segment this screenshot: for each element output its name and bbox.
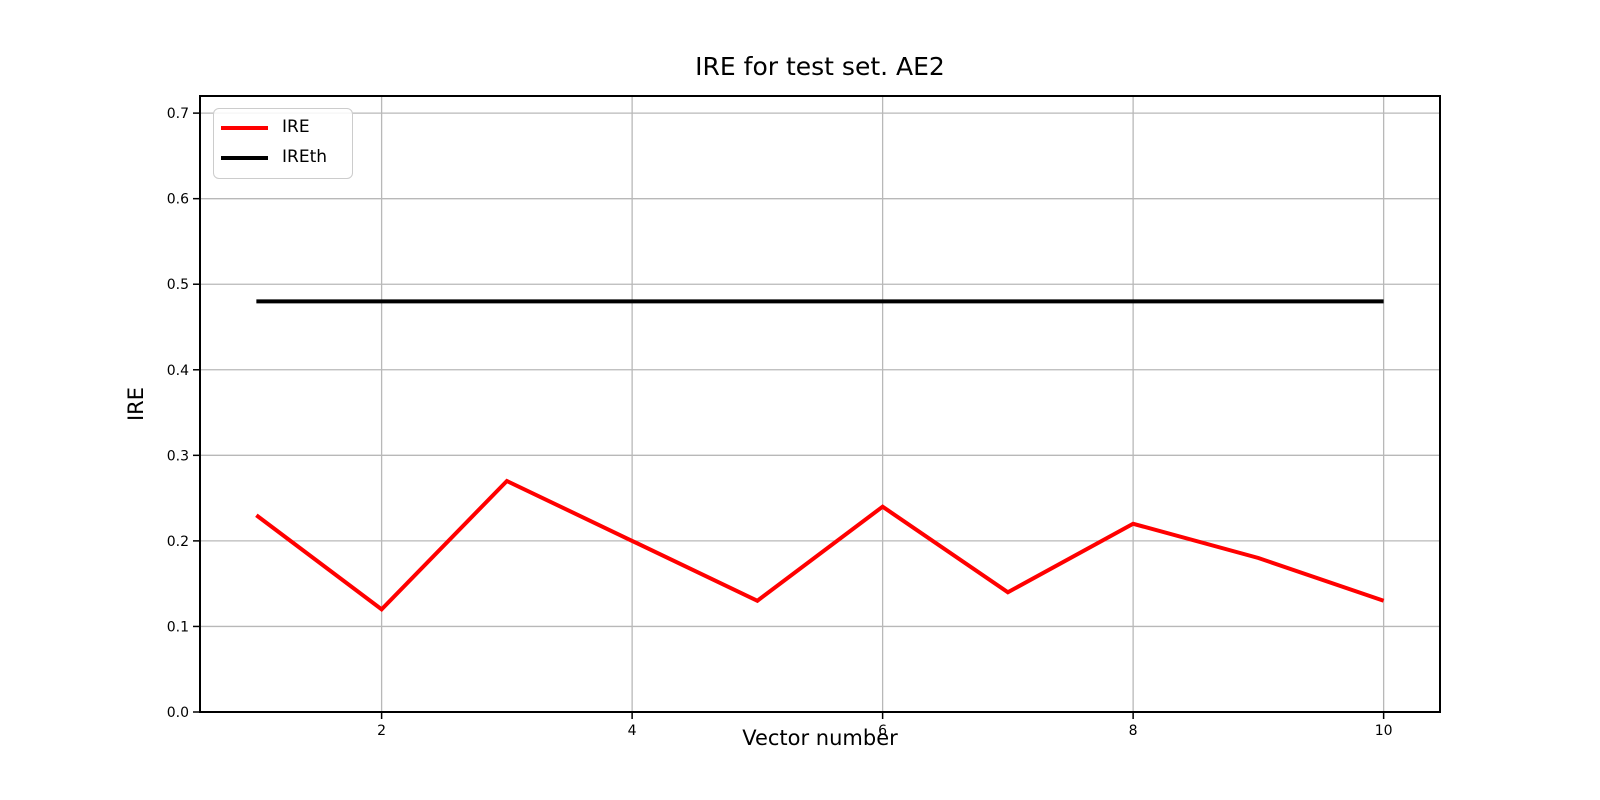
x-axis-label: Vector number	[742, 726, 898, 750]
legend-label-ire: IRE	[282, 117, 310, 137]
y-tick-label: 0.5	[167, 277, 189, 293]
ireth-line-swatch	[221, 155, 268, 160]
x-tick-label: 10	[1375, 723, 1393, 739]
x-tick-label: 6	[878, 723, 887, 739]
chart-title: IRE for test set. AE2	[695, 52, 945, 81]
y-tick-label: 0.4	[167, 363, 189, 379]
axes-spines	[199, 95, 1441, 713]
y-tick-label: 0.3	[167, 448, 189, 464]
legend-item-ireth: IREth	[221, 149, 342, 166]
y-tick-label: 0.7	[167, 106, 189, 122]
y-axis-label: IRE	[124, 386, 148, 422]
y-tick-label: 0.1	[167, 619, 189, 635]
y-tick-label: 0.0	[167, 705, 189, 721]
legend: IRE IREth	[213, 108, 353, 179]
y-tick-label: 0.2	[167, 534, 189, 550]
y-tick-label: 0.6	[167, 192, 189, 208]
x-tick-label: 4	[628, 723, 637, 739]
legend-item-ire: IRE	[221, 119, 342, 136]
series-line-ire	[255, 478, 1385, 612]
x-tick-label: 2	[377, 723, 386, 739]
x-tick-label: 8	[1129, 723, 1138, 739]
ire-line-swatch	[221, 125, 268, 130]
legend-label-ireth: IREth	[282, 147, 328, 167]
